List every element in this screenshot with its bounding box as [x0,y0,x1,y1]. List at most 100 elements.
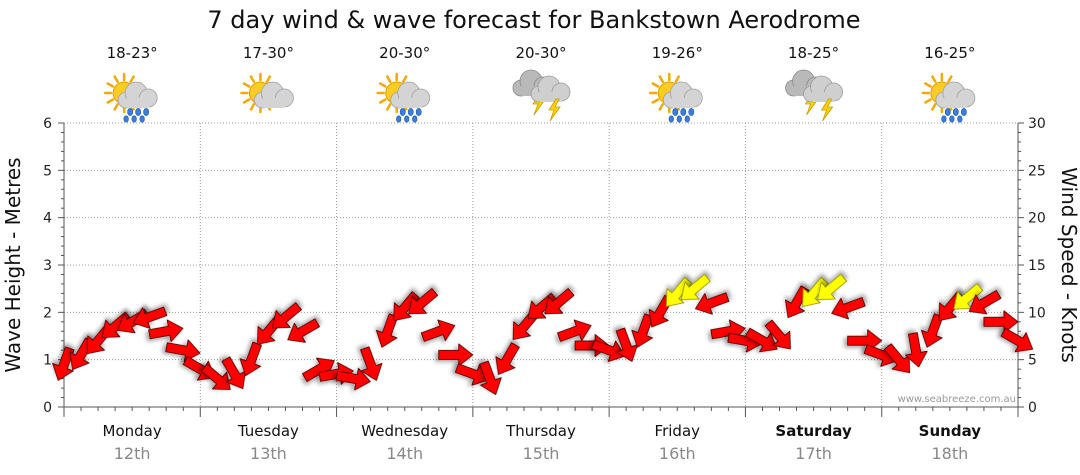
wind-arrow [983,310,1019,334]
sun-cloud-icon [240,72,294,114]
left-tick-label: 4 [43,211,52,227]
wind-arrow [52,346,75,381]
thunderstorm-icon [785,69,843,122]
sun-ray [651,98,660,104]
chart-title: 7 day wind & wave forecast for Bankstown… [207,6,860,34]
wind-arrow [764,319,791,350]
cloud-base [669,98,696,108]
day-name-label: Saturday [775,422,852,440]
sun-ray [924,82,932,88]
rain-drop [396,115,402,123]
sun-ray [249,103,256,111]
wind-arrow [631,313,654,348]
day-name-label: Wednesday [361,422,448,440]
right-tick-label: 30 [1028,116,1046,132]
day-date-label: 15th [523,444,560,463]
wind-arrow [831,297,866,320]
sun-cloud-rain-icon [649,72,703,123]
wind-arrow [302,357,335,382]
rain-drop [680,108,687,116]
rain-drop [944,108,951,116]
rain-drop [407,108,414,116]
left-tick-label: 6 [43,116,52,132]
sun-ray [242,98,251,104]
rain-drop [131,115,137,123]
wind-arrow [454,363,490,386]
weather-icon-row [103,69,976,123]
cloud-shape [117,81,158,109]
day-label-row: Monday 12th Tuesday 13th Wednesday 14th Thursd… [103,422,982,463]
left-tick-label: 1 [43,353,52,369]
sun-ray [106,98,115,104]
rain-drop [139,115,145,123]
wind-arrow [544,288,575,315]
sun-cloud-rain-icon [921,72,976,123]
chart-axes: 0 1 2 3 4 5 6 0 5 10 15 20 25 30 [43,116,1046,417]
lightning-bolt [820,98,834,122]
wind-arrow [479,360,502,396]
rain-drop [676,115,682,123]
sun-ray [924,98,932,104]
cloud-base [396,98,423,108]
cloud-shape [662,81,703,109]
cloud-shape [254,81,294,109]
cloud-base [124,98,151,108]
wind-arrow [694,292,730,315]
temperature-label: 18-23° [107,44,158,62]
sun-ray [106,82,115,88]
day-date-label: 14th [386,444,423,463]
sun-ray [385,75,392,83]
rain-drop [399,108,406,116]
day-name-label: Tuesday [237,422,299,440]
left-axis-label: Wave Height - Metres [1,157,25,372]
sun-ray [113,103,119,111]
right-tick-label: 5 [1028,353,1037,369]
rain-drop [127,108,134,116]
temperature-label: 20-30° [515,44,566,62]
day-name-label: Sunday [919,422,982,440]
sun-ray [129,75,135,83]
wind-arrow [335,367,371,391]
day-date-label: 18th [931,444,968,463]
sun-ray [265,75,272,83]
cloud-shape [530,75,571,103]
right-tick-label: 25 [1028,163,1046,179]
wind-arrow [438,343,474,367]
wind-arrow [408,288,439,315]
wind-arrow [817,273,847,301]
cloud-base [941,98,968,108]
rain-drop [404,115,410,123]
sun-ray [931,103,937,111]
right-tick-label: 0 [1028,400,1037,416]
rain-drop [949,115,955,123]
chart-grid [64,122,1018,407]
sun-ray [242,82,251,88]
rain-drop [672,108,679,116]
sun-ray [947,75,953,83]
temperature-label: 18-25° [788,44,839,62]
sun-ray [401,75,408,83]
day-date-label: 13th [250,444,287,463]
wind-arrow [905,332,928,368]
temperature-label: 19-26° [652,44,703,62]
wind-arrow [968,290,1002,315]
day-date-label: 12th [114,444,151,463]
lightning-bolt [548,98,561,122]
rain-drop [415,108,422,116]
day-date-label: 16th [659,444,696,463]
sun-ray [113,75,119,83]
rain-drop [957,115,963,123]
temperature-label: 16-25° [924,44,975,62]
wind-arrow [200,363,231,390]
day-name-label: Monday [103,422,162,440]
wind-arrow [1000,327,1034,353]
wind-arrow [591,339,626,363]
sun-ray [249,75,256,83]
sun-ray [674,75,681,83]
sun-ray [931,75,937,83]
cloud-shape [803,75,843,103]
wind-arrow [495,342,520,375]
sun-cloud-rain-icon [376,72,431,123]
left-tick-label: 0 [43,400,52,416]
